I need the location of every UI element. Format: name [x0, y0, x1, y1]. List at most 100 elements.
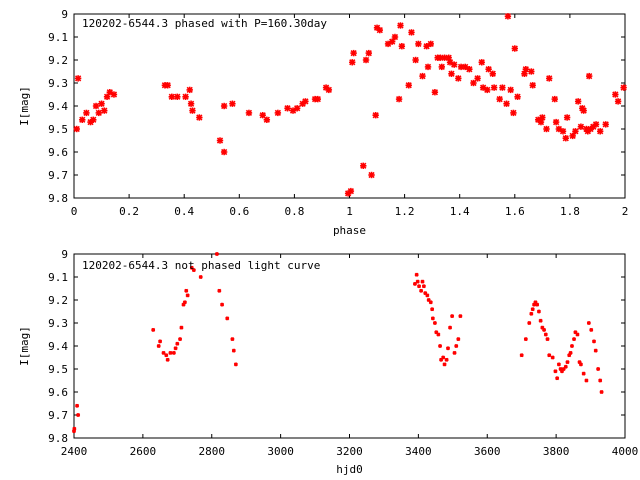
data-point: [74, 75, 82, 82]
data-point: [454, 343, 459, 349]
x-tick-label: 1.6: [505, 205, 525, 218]
data-point: [569, 132, 576, 140]
data-point: [164, 82, 171, 89]
data-point: [510, 109, 517, 117]
data-point: [231, 348, 236, 353]
data-point: [445, 346, 450, 351]
data-point: [438, 63, 445, 71]
data-point: [230, 337, 235, 342]
data-point: [504, 13, 512, 20]
data-point: [602, 121, 609, 128]
data-point: [572, 337, 577, 342]
data-point: [161, 350, 166, 355]
data-point: [216, 137, 224, 144]
x-tick-label: 3800: [543, 445, 570, 458]
data-point: [225, 316, 230, 321]
data-point: [415, 279, 420, 284]
plot-frame: [73, 13, 626, 199]
x-tick-label: 0.4: [174, 205, 194, 218]
data-point: [547, 353, 552, 358]
data-point: [562, 135, 569, 142]
data-point: [489, 70, 496, 77]
plot-title: 120202-6544.3 phased with P=160.30day: [82, 17, 327, 30]
data-point: [405, 82, 412, 89]
data-point: [539, 114, 546, 121]
data-point: [592, 339, 597, 344]
data-point: [412, 281, 417, 286]
data-point: [552, 118, 560, 126]
data-point: [586, 320, 591, 326]
data-point: [490, 84, 498, 91]
data-point: [101, 107, 108, 114]
data-point: [522, 66, 530, 73]
y-tick-label: 9.1: [48, 31, 68, 44]
y-tick-label: 9.1: [48, 271, 68, 284]
data-point: [365, 49, 372, 57]
data-point: [577, 123, 585, 130]
data-point: [592, 121, 600, 128]
data-point: [542, 327, 547, 332]
chart-panel-1: 0 0.2 0.4 0.6 0.8 1 1.2 1.4 1.6 1.8 2 9 9.1 9.2 9.3 9.4…: [18, 8, 628, 237]
data-point: [470, 79, 477, 87]
data-point: [76, 412, 81, 418]
y-tick-label: 9.5: [48, 363, 68, 376]
y-tick-label: 9.6: [48, 146, 68, 159]
data-point: [511, 45, 518, 52]
data-point: [578, 362, 583, 367]
data-point: [612, 91, 619, 98]
data-point: [103, 93, 111, 100]
data-point: [553, 369, 558, 374]
data-point: [584, 378, 589, 383]
data-point: [559, 128, 567, 135]
data-point: [620, 84, 627, 91]
x-tick-label: 0.6: [229, 205, 249, 218]
data-point: [519, 353, 524, 358]
y-tick-label: 9.2: [48, 294, 68, 307]
data-point: [596, 366, 601, 372]
data-point: [535, 302, 540, 307]
data-point: [572, 128, 579, 135]
data-point: [73, 125, 80, 133]
data-point: [555, 376, 560, 381]
x-tick-label: 0.2: [119, 205, 139, 218]
x-tick-label: 2: [622, 205, 629, 218]
x-tick-label: 3600: [474, 445, 501, 458]
x-tick-label: 1.4: [450, 205, 470, 218]
data-point: [391, 33, 399, 41]
data-point: [444, 357, 449, 362]
data-point: [179, 325, 184, 330]
data-point: [72, 426, 77, 431]
data-point: [376, 26, 384, 34]
data-point: [362, 56, 370, 64]
data-point: [458, 314, 463, 319]
data-point: [171, 350, 176, 355]
data-point: [189, 265, 194, 270]
x-tick-label: 4000: [612, 445, 639, 458]
data-point: [598, 378, 603, 383]
data-point: [442, 362, 447, 367]
data-point: [347, 187, 355, 195]
data-point: [452, 350, 457, 355]
data-point: [432, 320, 437, 326]
x-tick-label: 2600: [130, 445, 157, 458]
data-point: [589, 327, 594, 332]
data-point: [438, 343, 443, 349]
data-point: [214, 251, 219, 257]
data-point: [599, 389, 604, 395]
data-point: [110, 91, 118, 98]
data-point: [614, 98, 622, 105]
y-tick-label: 9.6: [48, 386, 68, 399]
data-point: [421, 284, 426, 289]
data-point: [575, 332, 580, 337]
data-point: [528, 68, 535, 75]
data-point: [514, 93, 521, 100]
y-tick-label: 9.4: [48, 100, 68, 113]
y-tick-label: 9: [61, 8, 68, 21]
data-point: [360, 162, 367, 169]
data-point: [220, 148, 228, 156]
data-point: [419, 72, 426, 80]
data-point: [229, 100, 236, 107]
data-point: [75, 403, 80, 408]
data-point: [543, 332, 548, 337]
